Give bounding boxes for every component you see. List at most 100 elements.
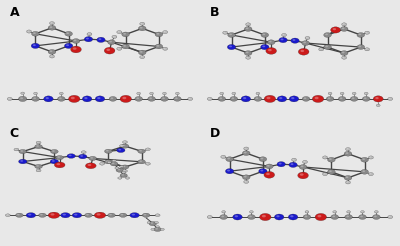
Circle shape (361, 211, 363, 212)
Circle shape (340, 51, 348, 56)
Circle shape (346, 181, 350, 184)
Circle shape (36, 165, 39, 167)
Circle shape (82, 151, 84, 152)
Circle shape (141, 56, 142, 57)
Circle shape (88, 164, 91, 166)
Circle shape (120, 95, 132, 103)
Circle shape (362, 170, 365, 172)
Circle shape (370, 173, 371, 174)
Circle shape (122, 171, 126, 173)
Circle shape (148, 222, 149, 223)
Circle shape (282, 33, 286, 37)
Circle shape (175, 97, 178, 99)
Circle shape (69, 155, 72, 156)
Circle shape (126, 177, 130, 179)
Circle shape (122, 170, 128, 172)
Circle shape (303, 215, 311, 219)
Circle shape (344, 175, 352, 180)
Circle shape (151, 228, 155, 231)
Circle shape (324, 156, 325, 158)
Circle shape (35, 164, 42, 169)
Circle shape (37, 170, 39, 171)
Circle shape (304, 161, 305, 162)
Circle shape (150, 222, 153, 224)
Circle shape (146, 162, 150, 165)
Circle shape (38, 213, 46, 217)
Circle shape (50, 150, 58, 154)
Circle shape (106, 49, 110, 51)
Circle shape (222, 156, 224, 157)
Circle shape (244, 27, 252, 31)
Circle shape (88, 33, 90, 34)
Circle shape (207, 215, 212, 219)
Circle shape (122, 32, 130, 37)
Circle shape (279, 163, 282, 165)
Circle shape (266, 173, 270, 175)
Circle shape (33, 97, 36, 99)
Circle shape (104, 47, 115, 54)
Circle shape (50, 159, 58, 164)
Circle shape (149, 97, 152, 99)
Circle shape (164, 31, 166, 32)
Circle shape (347, 211, 350, 213)
Circle shape (343, 23, 344, 25)
Circle shape (50, 26, 52, 28)
Circle shape (260, 213, 271, 221)
Circle shape (156, 226, 158, 227)
Circle shape (26, 213, 36, 218)
Circle shape (305, 215, 307, 217)
Circle shape (250, 211, 252, 212)
Circle shape (220, 215, 228, 219)
Circle shape (52, 160, 55, 162)
Circle shape (276, 215, 280, 217)
Circle shape (120, 166, 122, 167)
Circle shape (108, 213, 115, 217)
Circle shape (146, 163, 148, 164)
Circle shape (122, 171, 124, 172)
Circle shape (260, 158, 263, 159)
Circle shape (46, 97, 49, 99)
Circle shape (291, 97, 294, 99)
Circle shape (324, 45, 331, 49)
Circle shape (117, 31, 122, 34)
Circle shape (246, 23, 251, 26)
Circle shape (328, 169, 335, 174)
Circle shape (361, 157, 368, 162)
Circle shape (372, 215, 380, 219)
Circle shape (121, 165, 129, 169)
Circle shape (164, 48, 166, 49)
Circle shape (244, 176, 247, 177)
Circle shape (243, 97, 246, 99)
Circle shape (100, 163, 102, 164)
Circle shape (117, 47, 122, 50)
Circle shape (98, 38, 101, 40)
Circle shape (279, 37, 287, 43)
Circle shape (224, 32, 226, 33)
Circle shape (300, 50, 304, 52)
Circle shape (176, 92, 179, 95)
Circle shape (155, 228, 158, 230)
Circle shape (78, 154, 87, 159)
Circle shape (26, 30, 32, 33)
Circle shape (298, 172, 308, 179)
Circle shape (331, 27, 340, 33)
Circle shape (121, 144, 129, 148)
Circle shape (136, 97, 139, 99)
Circle shape (232, 97, 234, 99)
Circle shape (324, 32, 331, 37)
Circle shape (160, 228, 164, 231)
Circle shape (155, 214, 160, 216)
Circle shape (314, 97, 319, 99)
Circle shape (230, 96, 238, 101)
Circle shape (95, 96, 105, 102)
Circle shape (37, 142, 39, 143)
Circle shape (246, 52, 248, 53)
Circle shape (362, 96, 370, 101)
Circle shape (28, 214, 31, 215)
Circle shape (112, 35, 117, 38)
Circle shape (324, 173, 325, 174)
Circle shape (155, 222, 158, 224)
Circle shape (292, 158, 296, 161)
Circle shape (138, 160, 146, 164)
Circle shape (338, 96, 346, 101)
